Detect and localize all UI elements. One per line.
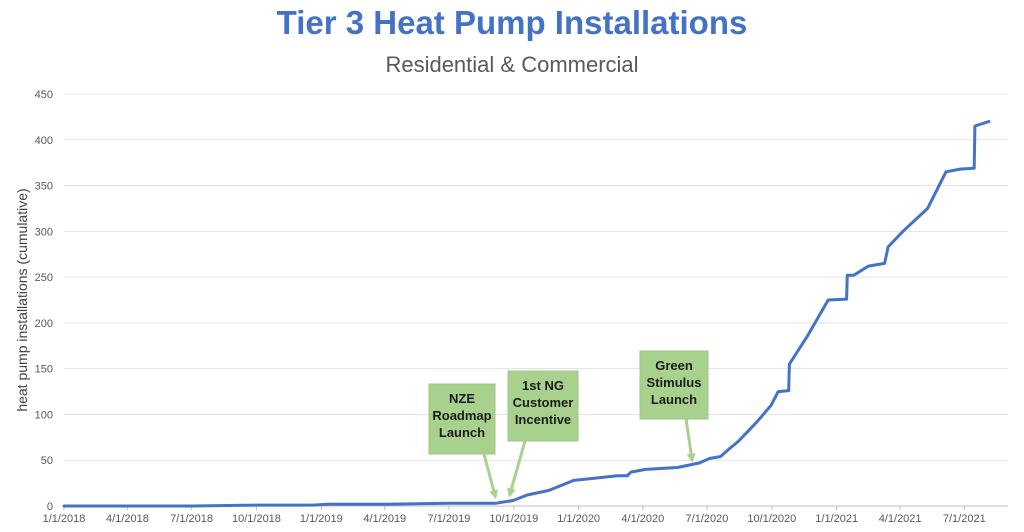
x-tick-label: 1/1/2018 <box>43 513 86 525</box>
y-tick-label: 450 <box>35 89 53 101</box>
x-tick-label: 4/1/2018 <box>106 513 149 525</box>
x-tick-label: 4/1/2020 <box>621 513 664 525</box>
annotation-arrow <box>482 453 499 500</box>
annotation-box <box>428 383 496 455</box>
chart-title: Tier 3 Heat Pump Installations <box>276 4 748 41</box>
annotation-label: Incentive <box>515 412 571 427</box>
annotation-label: 1st NG <box>522 378 564 393</box>
x-tick-label: 4/1/2021 <box>879 513 922 525</box>
x-tick-label: 7/1/2019 <box>428 513 471 525</box>
x-tick-label: 1/1/2020 <box>557 513 600 525</box>
y-tick-label: 150 <box>35 364 53 376</box>
annotation-label: NZE <box>449 391 475 406</box>
y-tick-label: 350 <box>35 181 53 193</box>
x-tick-label: 4/1/2019 <box>363 513 406 525</box>
annotation-label: Customer <box>513 395 574 410</box>
y-tick-label: 250 <box>35 272 53 284</box>
annotation-label: Stimulus <box>647 375 702 390</box>
y-tick-label: 100 <box>35 409 53 421</box>
y-tick-label: 0 <box>47 501 53 513</box>
annotation-arrow <box>684 418 696 463</box>
x-tick-label: 10/1/2018 <box>232 513 281 525</box>
y-tick-label: 200 <box>35 318 53 330</box>
annotation-label: Green <box>655 358 693 373</box>
x-tick-label: 7/1/2020 <box>686 513 729 525</box>
annotation-box <box>507 370 579 442</box>
y-tick-label: 50 <box>41 455 53 467</box>
y-tick-label: 400 <box>35 135 53 147</box>
chart-subtitle: Residential & Commercial <box>385 52 639 77</box>
annotation-box <box>639 350 709 420</box>
x-tick-label: 1/1/2019 <box>300 513 343 525</box>
y-tick-label: 300 <box>35 226 53 238</box>
annotation-label: Launch <box>439 425 485 440</box>
x-tick-label: 1/1/2021 <box>815 513 858 525</box>
x-tick-label: 10/1/2019 <box>489 513 538 525</box>
y-axis-label: heat pump installations (cumulative) <box>14 188 30 411</box>
annotation-label: Launch <box>651 392 697 407</box>
series-line <box>62 120 991 508</box>
x-tick-label: 10/1/2020 <box>747 513 796 525</box>
x-tick-label: 7/1/2021 <box>943 513 986 525</box>
x-tick-label: 7/1/2018 <box>170 513 213 525</box>
annotation-label: Roadmap <box>432 408 491 423</box>
annotation-arrow <box>507 440 527 498</box>
